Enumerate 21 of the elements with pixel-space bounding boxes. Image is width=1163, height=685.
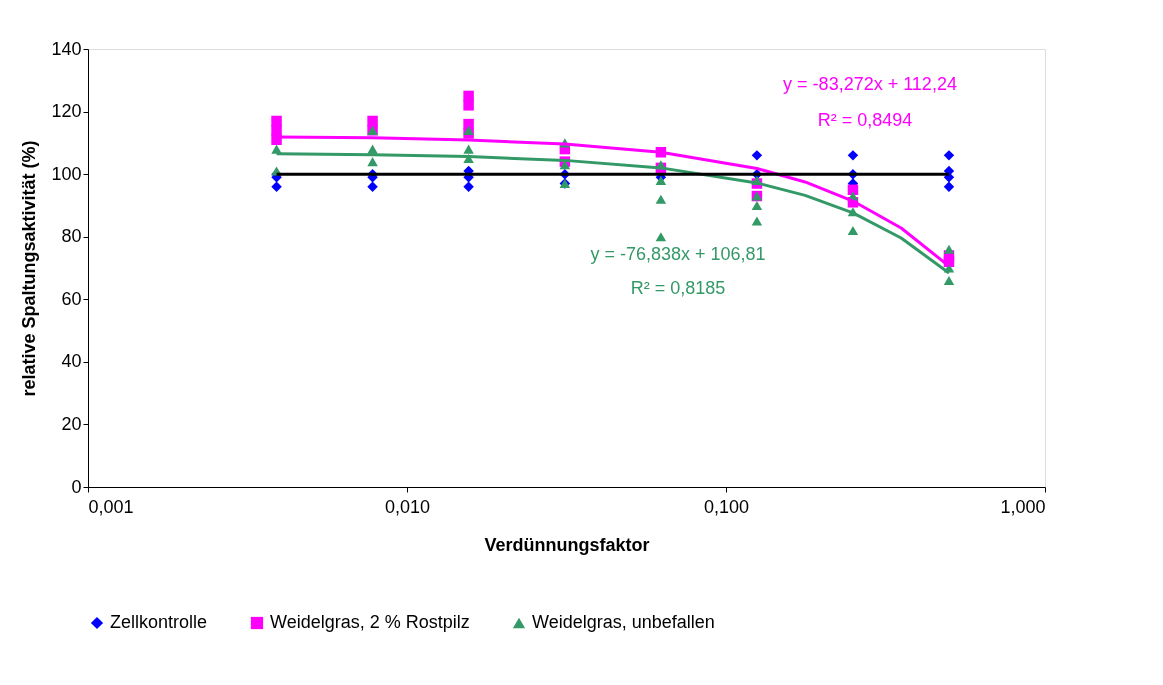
legend-label: Zellkontrolle [110, 612, 208, 632]
y-tick-label: 20 [61, 413, 82, 434]
y-axis-title: relative Spaltungsaktivität (%) [19, 140, 40, 397]
x-tick-label: 0,010 [384, 496, 431, 517]
x-tick-label: 0,001 [88, 496, 134, 517]
y-tick-label: 0 [71, 476, 82, 497]
legend-label: Weidelgras, 2 % Rostpilz [270, 612, 470, 632]
annotation: y = -83,272x + 112,24 [783, 74, 957, 94]
annotation: R² = 0,8494 [817, 110, 913, 130]
x-axis-title: Verdünnungsfaktor [484, 534, 650, 555]
y-tick-label: 120 [51, 101, 82, 122]
y-tick-label: 80 [61, 226, 82, 247]
y-tick-label: 40 [61, 351, 82, 372]
y-tick-label: 140 [51, 38, 82, 59]
y-tick-label: 60 [61, 288, 82, 309]
y-tick-label: 100 [51, 163, 82, 184]
legend-label: Weidelgras, unbefallen [532, 612, 715, 632]
annotation: y = -76,838x + 106,81 [590, 244, 766, 264]
annotation: R² = 0,8185 [630, 278, 726, 298]
x-tick-label: 0,100 [703, 496, 750, 517]
x-tick-label: 1,000 [1000, 496, 1046, 517]
